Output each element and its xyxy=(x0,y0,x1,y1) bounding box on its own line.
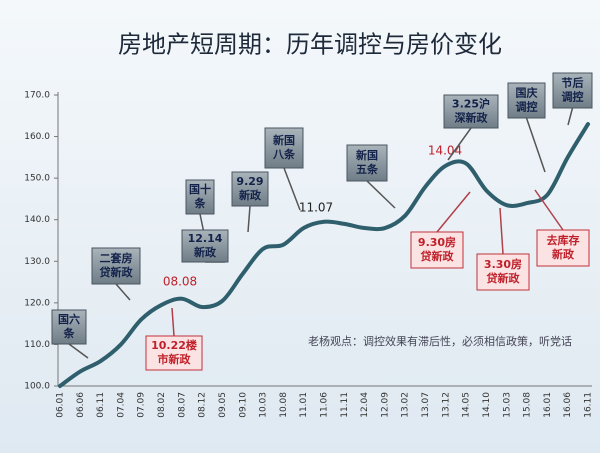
annotation-box xyxy=(145,335,203,371)
annotation-box xyxy=(476,253,530,291)
annotation-text: 贷新政 xyxy=(100,265,134,279)
annotation-text: 国庆 xyxy=(516,86,538,100)
annotation-box xyxy=(51,309,87,345)
y-tick-label: 160.0 xyxy=(24,132,50,142)
annotation-text: 贷新政 xyxy=(487,271,521,285)
x-tick-label: 14.10 xyxy=(482,392,492,418)
x-tick-label: 08.02 xyxy=(157,392,167,418)
annotation-text: 二套房 xyxy=(100,251,133,265)
annotation-box xyxy=(552,72,593,109)
annotation-text: 3.25沪 xyxy=(452,97,490,111)
annotation-box xyxy=(185,179,215,215)
x-tick-label: 08.07 xyxy=(177,392,187,418)
annotation-text: 贷新政 xyxy=(421,249,455,263)
x-tick-label: 09.10 xyxy=(238,392,248,418)
annotation-text: 12.14 xyxy=(188,232,223,245)
x-tick-label: 16.11 xyxy=(584,392,594,418)
annotation-box xyxy=(91,247,141,285)
annotation-text: 市新政 xyxy=(158,352,192,366)
annotation-arrow xyxy=(447,127,472,161)
annotation-arrow xyxy=(366,180,396,209)
annotation-text: 国六 xyxy=(58,312,80,326)
annotation-box xyxy=(507,82,546,119)
x-tick-label: 15.03 xyxy=(502,392,512,418)
annotation-box xyxy=(181,229,229,263)
annotation-text: 八条 xyxy=(272,147,296,161)
annotation-text: 新国 xyxy=(356,148,378,162)
x-tick-label: 13.12 xyxy=(441,392,451,418)
annotation-text: 调控 xyxy=(562,90,584,104)
annotation-label: 08.08 xyxy=(163,275,197,289)
chart-title: 房地产短周期：历年调控与房价变化 xyxy=(118,31,502,59)
x-tick-label: 11.01 xyxy=(299,392,309,418)
x-tick-label: 12.09 xyxy=(380,392,390,418)
y-tick-label: 100.0 xyxy=(24,382,50,392)
annotation-text: 新国 xyxy=(273,133,295,147)
annotation-label: 11.07 xyxy=(299,201,333,215)
y-tick-label: 110.0 xyxy=(24,340,50,350)
y-tick-label: 150.0 xyxy=(24,174,50,184)
annotation-label: 14.04 xyxy=(428,144,462,158)
annotation-text: 条 xyxy=(63,326,76,340)
note: 老杨观点：调控效果有滞后性，必须相信政策，听党话 xyxy=(308,334,572,348)
annotation-box xyxy=(231,171,269,207)
annotation-text: 新政 xyxy=(552,247,575,261)
annotation-text: 条 xyxy=(194,196,207,210)
annotation-arrow xyxy=(436,191,471,233)
annotation-text: 深新政 xyxy=(455,111,489,125)
annotation-text: 新政 xyxy=(194,245,217,259)
annotation-box xyxy=(443,94,499,129)
x-tick-label: 08.12 xyxy=(198,392,208,418)
annotation-arrow xyxy=(567,107,574,126)
annotation-text: 3.30房 xyxy=(484,257,522,271)
x-tick-label: 06.01 xyxy=(56,392,66,418)
annotation-arrow xyxy=(534,189,564,231)
annotation-arrow xyxy=(247,205,251,233)
x-tick-label: 10.08 xyxy=(279,392,289,418)
annotation-box xyxy=(536,229,590,267)
annotation-box xyxy=(410,231,464,269)
x-tick-label: 09.05 xyxy=(218,392,228,418)
annotation-arrow xyxy=(171,307,175,337)
x-tick-label: 13.02 xyxy=(401,392,411,418)
annotation-arrow xyxy=(68,343,89,359)
annotation-text: 10.22楼 xyxy=(151,338,197,352)
annotation-box xyxy=(264,127,304,169)
annotation-text: 国十 xyxy=(189,182,211,196)
annotation-arrow xyxy=(499,207,504,255)
x-tick-label: 14.05 xyxy=(462,392,472,418)
x-tick-label: 12.04 xyxy=(360,392,370,418)
annotation-arrow xyxy=(525,117,546,173)
y-tick-label: 120.0 xyxy=(24,298,50,308)
x-tick-label: 16.06 xyxy=(563,392,573,418)
annotation-text: 9.30房 xyxy=(418,235,456,249)
x-tick-label: 16.01 xyxy=(543,392,553,418)
x-tick-label: 06.11 xyxy=(96,392,106,418)
annotation-text: 五条 xyxy=(356,162,379,176)
annotation-text: 调控 xyxy=(516,100,538,114)
annotation-text: 节后 xyxy=(562,76,584,90)
y-tick-label: 140.0 xyxy=(24,215,50,225)
x-tick-label: 07.09 xyxy=(137,392,147,418)
y-tick-label: 130.0 xyxy=(24,257,50,267)
x-tick-label: 10.03 xyxy=(259,392,269,418)
x-tick-label: 11.11 xyxy=(340,392,350,418)
annotation-text: 9.29 xyxy=(236,175,263,188)
annotation-text: 新政 xyxy=(239,188,262,202)
x-tick-label: 13.07 xyxy=(421,392,431,418)
y-tick-label: 170.0 xyxy=(24,91,50,101)
annotation-arrow xyxy=(115,283,131,301)
x-tick-label: 15.08 xyxy=(523,392,533,418)
annotation-box xyxy=(346,144,388,182)
annotation-text: 去库存 xyxy=(547,233,580,247)
annotation-arrow xyxy=(283,167,301,211)
price-line xyxy=(58,122,590,388)
x-tick-label: 06.06 xyxy=(76,392,86,418)
x-tick-label: 11.06 xyxy=(320,392,330,418)
x-tick-label: 07.04 xyxy=(116,392,126,418)
